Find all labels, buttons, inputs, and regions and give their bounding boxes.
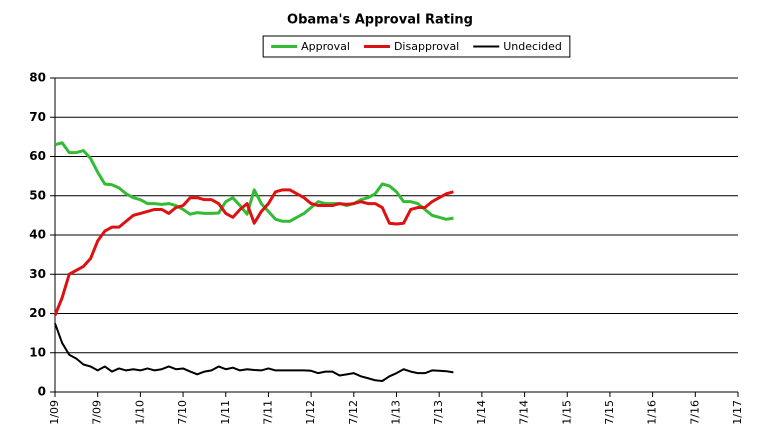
y-tick-label: 50 <box>29 188 46 202</box>
y-tick-label: 80 <box>29 71 46 85</box>
x-tick-label: 7/14 <box>518 400 531 425</box>
x-tick-label: 7/12 <box>347 400 360 425</box>
series-line <box>53 188 454 317</box>
legend-label: Disapproval <box>394 40 459 53</box>
y-tick-label: 30 <box>29 267 46 281</box>
x-tick-label: 1/17 <box>731 400 744 425</box>
x-tick-label: 1/13 <box>390 400 403 425</box>
x-tick-label: 1/15 <box>560 400 573 425</box>
x-tick-label: 7/15 <box>603 400 616 425</box>
x-tick-label: 7/09 <box>91 400 104 425</box>
y-tick-label: 0 <box>38 385 46 399</box>
series-line <box>54 141 454 223</box>
x-tick-label: 1/12 <box>304 400 317 425</box>
x-tick-label: 7/11 <box>261 400 274 425</box>
y-tick-label: 70 <box>29 110 46 124</box>
y-tick-label: 40 <box>29 228 46 242</box>
y-tick-label: 10 <box>29 345 46 359</box>
legend-box <box>262 35 571 58</box>
x-tick-label: 7/16 <box>688 400 701 425</box>
legend-label: Undecided <box>503 40 562 53</box>
legend: Approval Disapproval Undecided <box>262 35 571 58</box>
x-tick-label: 1/09 <box>48 400 61 425</box>
y-tick-label: 60 <box>29 149 46 163</box>
x-tick-label: 1/16 <box>646 400 659 425</box>
x-tick-label: 1/11 <box>219 400 232 425</box>
x-tick-label: 7/13 <box>432 400 445 425</box>
y-tick-label: 20 <box>29 306 46 320</box>
legend-label: Approval <box>301 40 350 53</box>
chart-title: Obama's Approval Rating <box>287 13 473 28</box>
x-tick-label: 7/10 <box>176 400 189 425</box>
series-line <box>54 322 454 383</box>
x-tick-label: 1/10 <box>133 400 146 425</box>
x-tick-label: 1/14 <box>475 400 488 425</box>
